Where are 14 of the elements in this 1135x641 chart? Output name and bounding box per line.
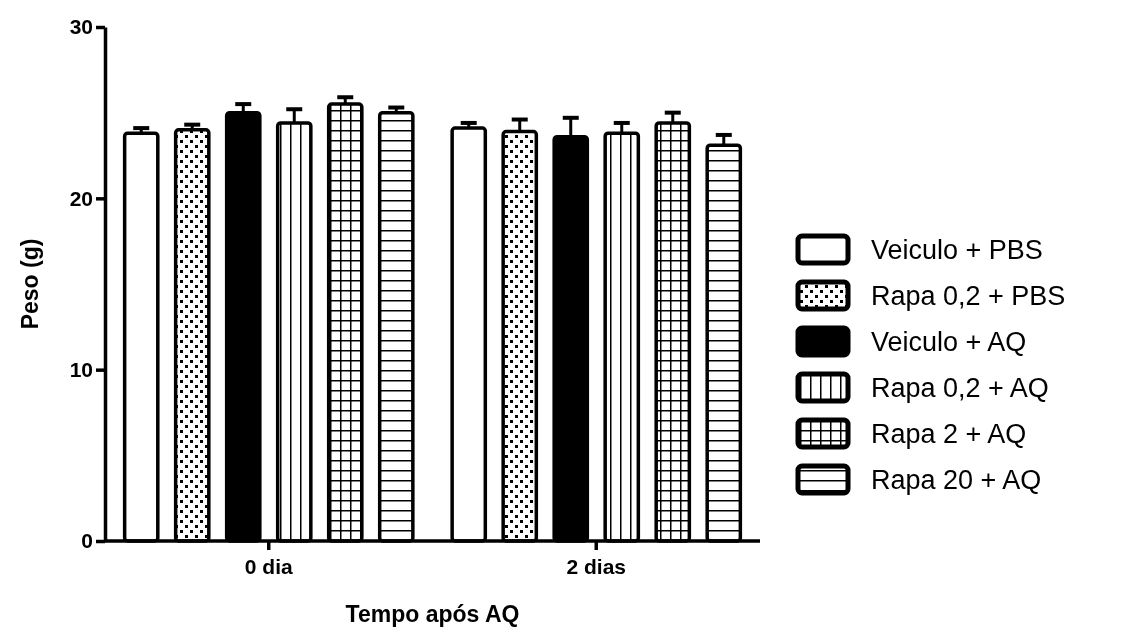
y-tick-label: 20	[69, 186, 93, 210]
legend-label: Veiculo + PBS	[871, 235, 1043, 265]
legend-label: Rapa 20 + AQ	[871, 465, 1042, 495]
x-tick-label: 0 dia	[244, 555, 293, 578]
x-tick-label: 2 dias	[566, 555, 627, 578]
legend-label: Rapa 0,2 + AQ	[871, 373, 1049, 403]
x-axis-title: Tempo após AQ	[345, 601, 520, 627]
legend-label: Rapa 2 + AQ	[871, 419, 1027, 449]
y-tick-label: 30	[69, 15, 93, 39]
y-tick-label: 10	[69, 357, 93, 381]
legend-label: Rapa 0,2 + PBS	[871, 281, 1066, 311]
legend-label: Veiculo + AQ	[871, 327, 1027, 357]
y-axis-title: Peso (g)	[17, 238, 43, 330]
y-tick-label: 0	[81, 529, 93, 553]
